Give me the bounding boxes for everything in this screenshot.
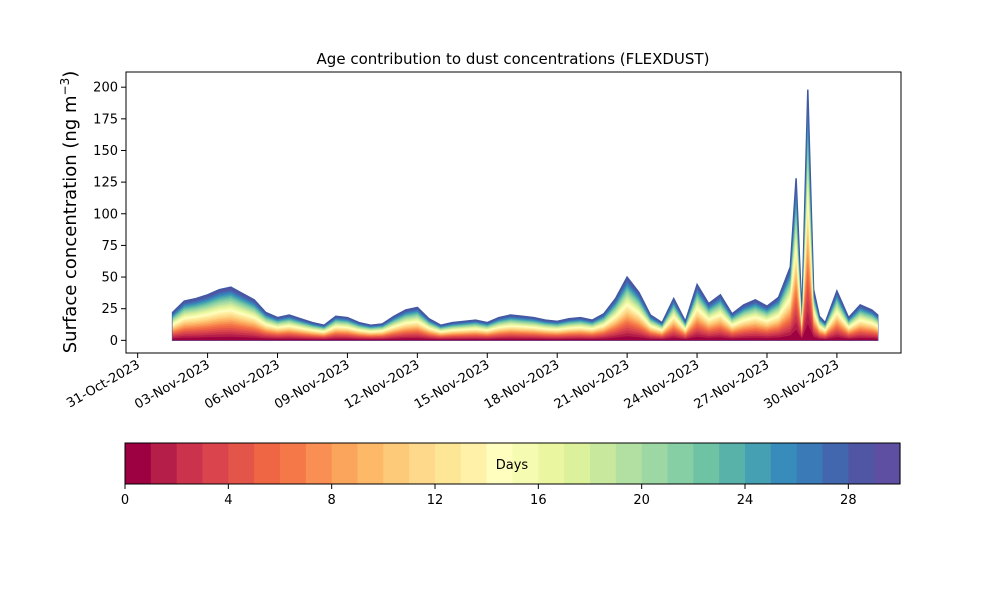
x-tick-label: 18-Nov-2023 bbox=[482, 357, 562, 412]
area-layer-age-24 bbox=[172, 123, 878, 341]
colorbar-bin bbox=[641, 443, 669, 484]
colorbar-bin bbox=[848, 443, 875, 484]
area-layer-age-28 bbox=[172, 96, 878, 341]
colorbar bbox=[125, 443, 901, 484]
colorbar-tick-label: 0 bbox=[121, 493, 129, 508]
colorbar-bin bbox=[357, 443, 384, 484]
colorbar-bin bbox=[486, 443, 514, 484]
colorbar-bin bbox=[460, 443, 488, 484]
colorbar-tick-label: 28 bbox=[840, 493, 857, 508]
x-tick-label: 31-Oct-2023 bbox=[64, 357, 142, 411]
x-tick-label: 30-Nov-2023 bbox=[762, 357, 842, 412]
colorbar-label: Days bbox=[496, 458, 529, 473]
plot-frame bbox=[125, 71, 902, 354]
colorbar-bin bbox=[435, 443, 462, 484]
x-tick-label: 27-Nov-2023 bbox=[692, 357, 772, 412]
area-layer-age-27 bbox=[172, 103, 878, 341]
colorbar-bin bbox=[228, 443, 255, 484]
area-layer-age-25 bbox=[172, 116, 878, 341]
colorbar-bin bbox=[409, 443, 436, 484]
colorbar-bin bbox=[796, 443, 824, 484]
colorbar-bin bbox=[590, 443, 617, 484]
x-tick-label: 03-Nov-2023 bbox=[132, 357, 212, 412]
x-tick-label: 21-Nov-2023 bbox=[552, 357, 632, 412]
y-tick-label: 50 bbox=[101, 271, 118, 286]
colorbar-bin bbox=[150, 443, 178, 484]
y-tick-label: 100 bbox=[93, 207, 118, 222]
y-tick-label: 0 bbox=[110, 334, 118, 349]
area-layer-age-21 bbox=[172, 144, 878, 341]
x-tick-label: 15-Nov-2023 bbox=[412, 357, 492, 412]
colorbar-bin bbox=[254, 443, 281, 484]
colorbar-bin bbox=[512, 443, 539, 484]
stacked-area-layers bbox=[171, 89, 879, 342]
y-tick-label: 125 bbox=[93, 176, 118, 191]
colorbar-tick-label: 16 bbox=[530, 493, 547, 508]
y-axis-label-close: ) bbox=[60, 71, 81, 78]
chart-title: Age contribution to dust concentrations … bbox=[317, 50, 710, 68]
colorbar-bin bbox=[305, 443, 333, 484]
colorbar-bin bbox=[667, 443, 694, 484]
area-layer-age-23 bbox=[172, 130, 878, 341]
colorbar-tick-label: 12 bbox=[427, 493, 444, 508]
colorbar-bin bbox=[538, 443, 565, 484]
colorbar-axis: 0 4 8 12 16 20 24 28 bbox=[121, 484, 857, 508]
colorbar-bin bbox=[615, 443, 643, 484]
area-layer-age-18 bbox=[172, 166, 878, 341]
y-axis-label: Surface concentration (ng m−3) bbox=[58, 71, 81, 354]
colorbar-bin bbox=[202, 443, 229, 484]
y-tick-label: 175 bbox=[93, 112, 118, 127]
colorbar-bin bbox=[564, 443, 591, 484]
area-layer-age-22 bbox=[172, 137, 878, 341]
colorbar-tick-label: 4 bbox=[224, 493, 232, 508]
x-tick-label: 06-Nov-2023 bbox=[202, 357, 282, 412]
area-layer-age-17 bbox=[172, 173, 878, 341]
colorbar-bin bbox=[770, 443, 798, 484]
x-axis: 31-Oct-202303-Nov-202306-Nov-202309-Nov-… bbox=[64, 353, 842, 412]
area-layer-age-26 bbox=[172, 110, 878, 341]
y-tick-label: 200 bbox=[93, 81, 118, 96]
colorbar-bin bbox=[383, 443, 410, 484]
y-axis: 0 25 50 75 100 125 150 175 200 bbox=[93, 81, 126, 349]
area-layer-age-29 bbox=[171, 89, 879, 342]
x-tick-label: 12-Nov-2023 bbox=[342, 357, 422, 412]
colorbar-bin bbox=[874, 443, 901, 484]
y-axis-label-text: Surface concentration (ng m bbox=[60, 95, 81, 353]
x-tick-label: 09-Nov-2023 bbox=[272, 357, 352, 412]
colorbar-bin bbox=[745, 443, 772, 484]
colorbar-bin bbox=[176, 443, 204, 484]
colorbar-bin bbox=[280, 443, 307, 484]
y-axis-label-exponent: −3 bbox=[58, 78, 72, 96]
area-layer-age-0 bbox=[172, 323, 878, 341]
colorbar-bin bbox=[125, 443, 152, 484]
y-tick-label: 75 bbox=[101, 239, 118, 254]
x-tick-label: 24-Nov-2023 bbox=[622, 357, 702, 412]
colorbar-tick-label: 24 bbox=[737, 493, 754, 508]
area-layer-age-20 bbox=[172, 151, 878, 341]
area-layer-age-19 bbox=[172, 159, 878, 341]
colorbar-bin bbox=[693, 443, 720, 484]
y-tick-label: 150 bbox=[93, 144, 118, 159]
colorbar-tick-label: 20 bbox=[633, 493, 650, 508]
y-tick-label: 25 bbox=[101, 302, 118, 317]
colorbar-bin bbox=[719, 443, 746, 484]
colorbar-frame bbox=[124, 442, 901, 485]
colorbar-bin bbox=[331, 443, 359, 484]
colorbar-bin bbox=[822, 443, 849, 484]
colorbar-tick-label: 8 bbox=[328, 493, 336, 508]
